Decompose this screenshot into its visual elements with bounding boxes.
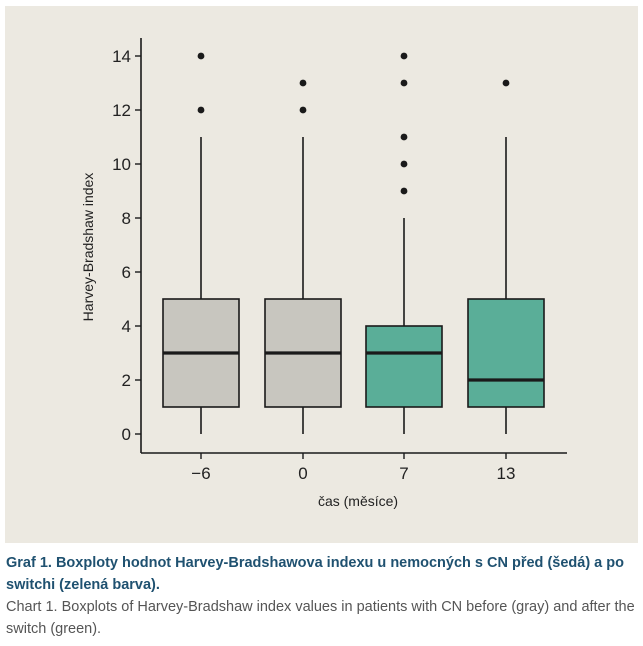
x-tick-label: −6 (191, 464, 210, 483)
outlier-point (502, 79, 510, 87)
boxplot-chart: 0 2 4 6 8 10 12 14 −6 0 7 13 čas (měsíce) Harvey-Brad… (80, 38, 567, 509)
outlier-point (299, 79, 307, 87)
outlier-point (197, 52, 205, 60)
y-tick-label: 10 (112, 155, 131, 174)
box-iqr (467, 298, 545, 408)
outlier-point (299, 106, 307, 114)
outlier-point (400, 160, 408, 168)
y-axis-title: Harvey-Bradshaw index (80, 173, 96, 322)
y-tick-label: 12 (112, 101, 131, 120)
x-tick-label: 13 (497, 464, 516, 483)
x-tick-label: 0 (298, 464, 307, 483)
y-tick-label: 6 (122, 263, 131, 282)
caption-english: Chart 1. Boxplots of Harvey-Bradshaw ind… (6, 599, 635, 637)
outlier-point (400, 79, 408, 87)
figure-caption: Graf 1. Boxploty hodnot Harvey-Bradshawo… (6, 552, 636, 640)
y-tick-label: 2 (122, 371, 131, 390)
outlier-point (400, 52, 408, 60)
y-tick-label: 4 (122, 317, 131, 336)
x-tick-label: 7 (399, 464, 408, 483)
outlier-point (400, 187, 408, 195)
y-tick-label: 14 (112, 47, 131, 66)
caption-czech: Graf 1. Boxploty hodnot Harvey-Bradshawo… (6, 555, 624, 593)
outlier-point (400, 133, 408, 141)
y-tick-label: 8 (122, 209, 131, 228)
chart-figure: 0 2 4 6 8 10 12 14 −6 0 7 13 čas (měsíce) Harvey-Brad… (5, 6, 638, 543)
box-iqr (365, 325, 443, 408)
x-axis-title: čas (měsíce) (318, 493, 398, 509)
outlier-point (197, 106, 205, 114)
y-tick-label: 0 (122, 425, 131, 444)
